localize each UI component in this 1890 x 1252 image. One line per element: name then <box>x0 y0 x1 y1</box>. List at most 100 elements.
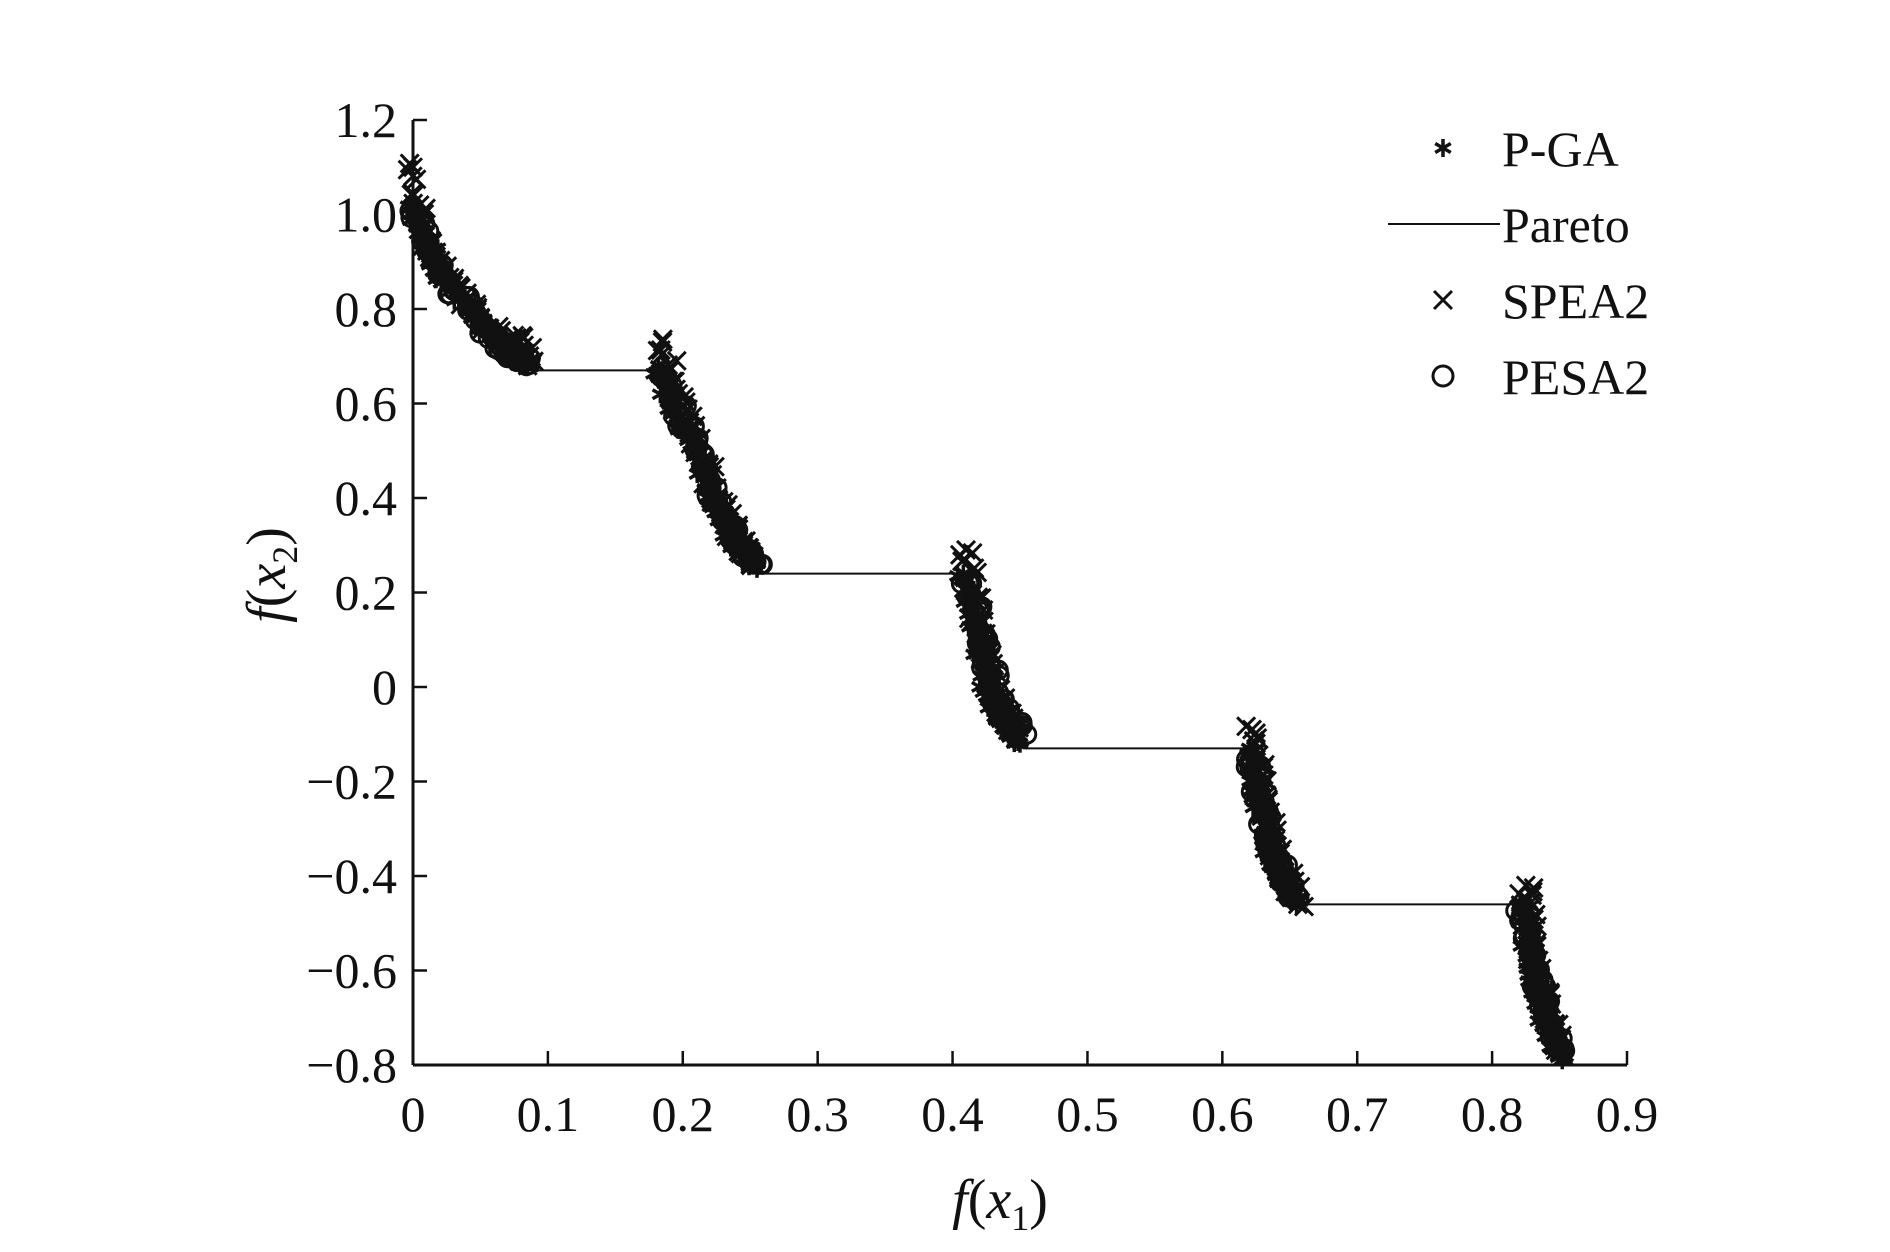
pesa2-point <box>693 445 715 467</box>
spea2-point <box>652 332 673 353</box>
pesa2-point <box>671 418 693 440</box>
y-tick-label: 0.4 <box>335 470 398 526</box>
y-tick-label: −0.6 <box>306 943 397 999</box>
y-title-sub: 2 <box>265 546 305 564</box>
spea2-point <box>1515 875 1536 896</box>
spea2-stroke <box>1236 716 1257 737</box>
x-title-close: ) <box>1029 1169 1048 1231</box>
spea2-point <box>952 551 973 572</box>
pesa2-point <box>418 241 440 263</box>
legend: P-GA Pareto SPEA2 PESA2 <box>1388 121 1649 405</box>
spea2-stroke <box>404 184 425 205</box>
pesa2-point <box>1260 832 1282 854</box>
x-title-var: x <box>985 1169 1011 1231</box>
pesa2-point <box>668 403 690 425</box>
spea2-point <box>1293 896 1315 917</box>
y-tick-label: 0.6 <box>335 376 398 432</box>
pesa2-point <box>1009 717 1031 739</box>
spea2-stroke <box>1432 289 1454 311</box>
y-axis-title: f(x2) <box>236 527 305 623</box>
x-title-open: ( <box>968 1169 987 1231</box>
spea2-stroke <box>401 184 422 205</box>
spea2-point <box>1241 719 1263 740</box>
pesa2-point <box>515 355 537 377</box>
y-tick-label: −0.8 <box>306 1037 397 1093</box>
pga-stroke <box>1434 141 1452 155</box>
pesa2-point <box>1240 747 1262 769</box>
spea2-stroke <box>1293 896 1315 917</box>
x-tick-label: 0.6 <box>1191 1086 1254 1142</box>
spea2-point <box>650 339 671 361</box>
pesa2-point <box>732 539 754 561</box>
x-tick-label: 0.4 <box>921 1086 984 1142</box>
x-tick-label: 0.5 <box>1056 1086 1119 1142</box>
spea2-stroke <box>952 551 973 572</box>
y-tick-label: −0.4 <box>306 848 397 904</box>
spea2-stroke <box>402 157 424 178</box>
series-layer <box>397 153 1576 1070</box>
spea2-point <box>402 157 424 178</box>
x-tick-label: 0 <box>401 1086 426 1142</box>
pesa2-point <box>712 506 734 528</box>
pesa2-point <box>1540 1011 1562 1033</box>
spea2-stroke <box>1523 877 1544 898</box>
legend-item-spea2: SPEA2 <box>1432 273 1649 329</box>
pesa2-point <box>750 553 772 575</box>
pesa2-point <box>969 619 991 641</box>
pesa2-point <box>469 312 491 334</box>
x-tick-label: 0.7 <box>1326 1086 1389 1142</box>
spea2-stroke <box>652 332 673 353</box>
pesa2-point <box>672 407 694 429</box>
axes: 0 0.1 0.2 0.3 0.4 0.5 0.6 0.7 0.8 0.9 1.2 1.0 0.8 0.6… <box>306 92 1658 1142</box>
pga-point <box>1434 139 1452 157</box>
pesa2-point <box>1431 364 1455 388</box>
pesa2-point <box>1016 723 1038 745</box>
y-tick-label: 1.2 <box>335 92 398 148</box>
pesa2-point <box>496 341 518 363</box>
pesa2-point <box>656 369 678 391</box>
pesa2-point <box>439 283 461 305</box>
spea2-stroke <box>406 169 427 190</box>
pesa2-point <box>442 279 464 301</box>
y-title-var: x <box>236 564 298 590</box>
pesa2-point <box>1272 865 1294 887</box>
pesa2-point <box>427 263 449 285</box>
pesa2-point <box>979 662 1001 684</box>
legend-label: Pareto <box>1502 197 1630 253</box>
legend-item-pesa2: PESA2 <box>1431 349 1649 405</box>
spea2-point <box>955 539 977 561</box>
pesa2-point <box>966 622 988 644</box>
x-tick-label: 0.8 <box>1461 1086 1524 1142</box>
legend-label: PESA2 <box>1502 349 1649 405</box>
pesa2-point <box>743 553 765 575</box>
spea2-stroke <box>1515 875 1536 896</box>
y-tick-label: 0 <box>372 659 397 715</box>
legend-item-p-ga: P-GA <box>1434 121 1619 177</box>
pesa2-point <box>405 204 427 225</box>
y-title-close: ) <box>236 527 298 546</box>
y-tick-label: 0.2 <box>335 565 398 621</box>
spea2-stroke <box>955 539 977 561</box>
x-axis-title: f(x1) <box>952 1169 1048 1238</box>
spea2-stroke <box>650 339 671 361</box>
spea2-point <box>967 562 988 583</box>
pesa2-point <box>487 325 509 347</box>
spea2-point <box>1432 289 1454 311</box>
x-tick-label: 0.1 <box>517 1086 580 1142</box>
x-tick-label: 0.2 <box>652 1086 715 1142</box>
y-tick-label: 0.8 <box>335 281 398 337</box>
y-tick-label: −0.2 <box>306 754 397 810</box>
pesa2-point <box>958 572 980 594</box>
pesa2-point <box>1550 1040 1572 1062</box>
legend-item-pareto: Pareto <box>1388 197 1630 253</box>
pesa2-point <box>1249 789 1271 811</box>
y-tick-label: 1.0 <box>335 187 398 243</box>
pesa2-point <box>1530 978 1552 1000</box>
x-tick-label: 0.3 <box>786 1086 849 1142</box>
pesa2-point <box>993 700 1015 722</box>
pesa2-point <box>1512 903 1534 925</box>
pesa2-point <box>496 347 518 369</box>
spea2-stroke <box>1241 719 1263 740</box>
pesa2-point <box>692 459 714 481</box>
